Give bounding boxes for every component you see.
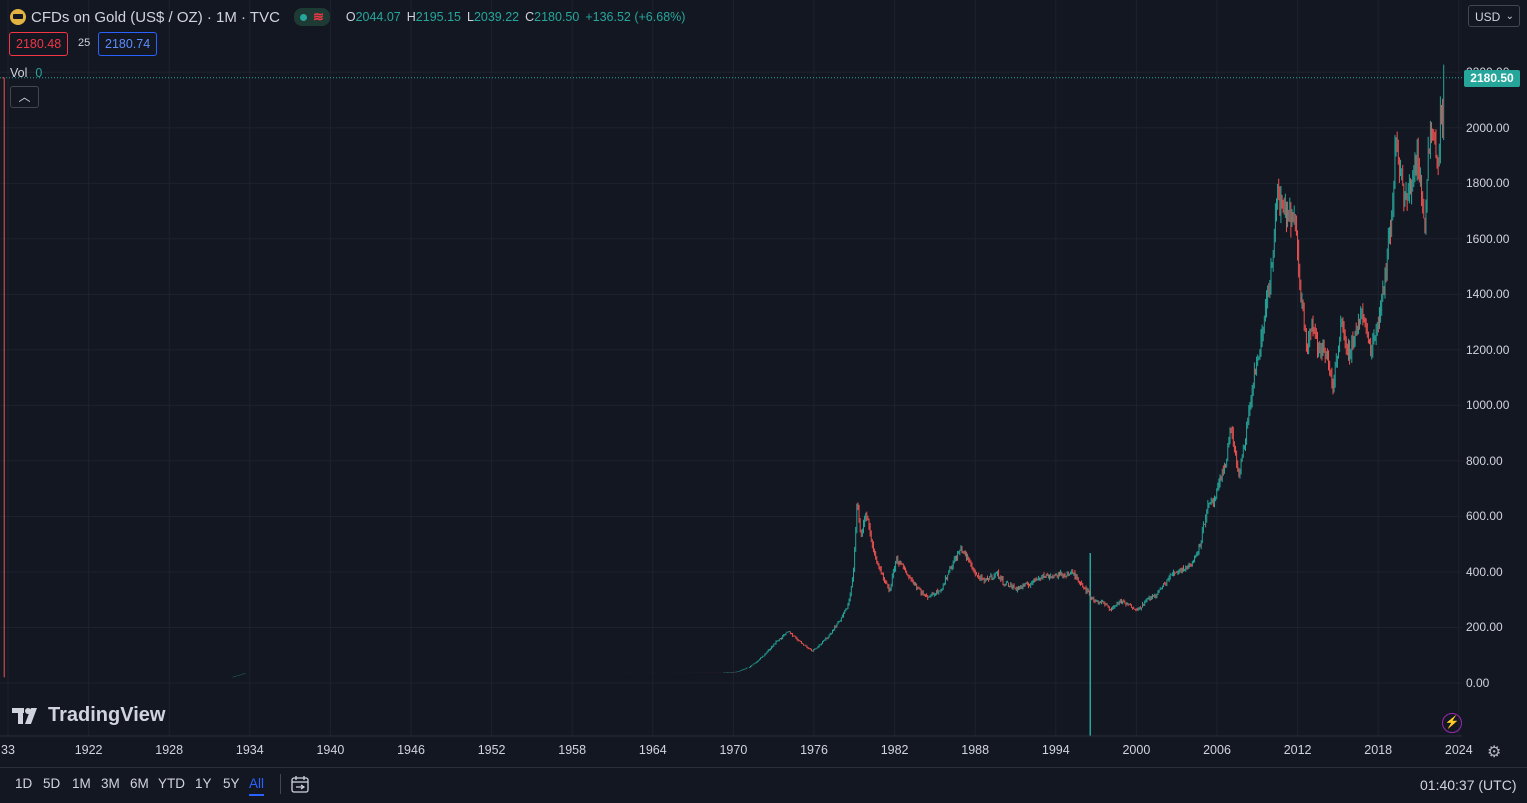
- x-tick-label: 1946: [397, 743, 425, 757]
- gear-icon[interactable]: ⚙: [1487, 744, 1502, 761]
- y-tick-label: 200.00: [1466, 620, 1503, 635]
- x-tick-label: 2012: [1283, 743, 1312, 757]
- range-button-ytd[interactable]: YTD: [158, 776, 185, 791]
- x-tick-label: 1988: [961, 743, 990, 757]
- market-open-icon: [299, 13, 307, 21]
- x-tick-label: 1994: [1041, 743, 1070, 757]
- chart-grid: [0, 0, 1462, 736]
- volume-value: 0: [35, 66, 43, 80]
- range-button-6m[interactable]: 6M: [130, 776, 149, 791]
- y-tick-label: 1600.00: [1466, 231, 1510, 246]
- bottom-toolbar: [0, 767, 1527, 803]
- high-value: 2195.15: [415, 10, 461, 24]
- x-tick-label: 1940: [316, 743, 345, 757]
- utc-clock[interactable]: 01:40:37 (UTC): [1420, 777, 1517, 793]
- chevron-up-icon: ︿: [18, 90, 31, 104]
- chevron-down-icon: ⌄: [1505, 11, 1514, 22]
- x-tick-label: 1928: [155, 743, 184, 757]
- brand-name: TradingView: [48, 704, 166, 726]
- y-tick-label: 1800.00: [1466, 176, 1510, 191]
- x-tick-label: 2006: [1203, 743, 1231, 757]
- close-label: C: [525, 10, 535, 24]
- range-button-all[interactable]: All: [249, 776, 265, 796]
- x-tick-label: 33: [1, 743, 15, 757]
- range-button-5y[interactable]: 5Y: [223, 776, 240, 791]
- market-status-pill[interactable]: ≋: [293, 8, 330, 26]
- range-button-3m[interactable]: 3M: [101, 776, 120, 791]
- low-value: 2039.22: [473, 10, 520, 24]
- sell-price-button[interactable]: 2180.48: [9, 32, 69, 56]
- gold-icon: [10, 9, 26, 25]
- x-tick-label: 1964: [638, 743, 667, 757]
- symbol-legend: CFDs on Gold (US$ / OZ) · 1M · TVC ≋ O20…: [10, 8, 685, 26]
- high-label: H: [406, 10, 416, 24]
- x-tick-label: 2024: [1444, 743, 1473, 757]
- y-tick-label: 2000.00: [1466, 120, 1510, 135]
- toolbar-divider: [280, 774, 281, 794]
- symbol-title[interactable]: CFDs on Gold (US$ / OZ) · 1M · TVC: [31, 8, 280, 26]
- open-value: 2044.07: [355, 10, 401, 24]
- price-chart[interactable]: [0, 0, 1527, 767]
- close-value: 2180.50: [534, 10, 580, 24]
- x-tick-label: 1922: [74, 743, 103, 757]
- lightning-icon[interactable]: ⚡: [1442, 713, 1462, 733]
- x-tick-label: 2018: [1364, 743, 1393, 757]
- x-tick-label: 1934: [235, 743, 264, 757]
- open-label: O: [345, 10, 356, 24]
- y-tick-label: 400.00: [1466, 564, 1503, 579]
- y-tick-label: 1400.00: [1466, 287, 1510, 302]
- spread-value: 25: [78, 37, 91, 49]
- volume-legend: Vol 0: [10, 66, 42, 80]
- x-tick-label: 1982: [880, 743, 909, 757]
- buy-price-button[interactable]: 2180.74: [98, 32, 158, 56]
- x-tick-label: 1976: [800, 743, 828, 757]
- y-tick-label: 0.00: [1466, 676, 1490, 690]
- y-tick-label: 600.00: [1466, 509, 1503, 524]
- range-button-1d[interactable]: 1D: [15, 776, 33, 791]
- last-price-tag: 2180.50: [1464, 70, 1520, 87]
- y-tick-label: 1200.00: [1466, 342, 1510, 357]
- x-tick-label: 1970: [719, 743, 748, 757]
- volume-label: Vol: [10, 66, 28, 80]
- range-button-1y[interactable]: 1Y: [195, 776, 212, 791]
- ohlc-values: O2044.07 H2195.15 L2039.22 C2180.50 +136…: [346, 10, 686, 24]
- range-button-1m[interactable]: 1M: [72, 776, 91, 791]
- currency-label: USD: [1475, 10, 1501, 24]
- delayed-data-icon: ≋: [312, 9, 324, 24]
- currency-selector[interactable]: USD ⌄: [1468, 5, 1520, 27]
- y-tick-label: 1000.00: [1466, 398, 1510, 413]
- x-tick-label: 1958: [558, 743, 587, 757]
- x-tick-label: 2000: [1122, 743, 1151, 757]
- collapse-legend-button[interactable]: ︿: [10, 86, 39, 108]
- range-button-5d[interactable]: 5D: [43, 776, 61, 791]
- tradingview-icon: [12, 707, 37, 724]
- tradingview-logo[interactable]: TradingView: [12, 704, 165, 727]
- low-label: L: [466, 10, 474, 24]
- change-value: +136.52 (+6.68%): [585, 10, 686, 24]
- x-tick-label: 1952: [477, 743, 506, 757]
- date-range-icon[interactable]: [290, 775, 310, 793]
- y-tick-label: 800.00: [1466, 453, 1503, 468]
- candles: [2, 64, 1445, 678]
